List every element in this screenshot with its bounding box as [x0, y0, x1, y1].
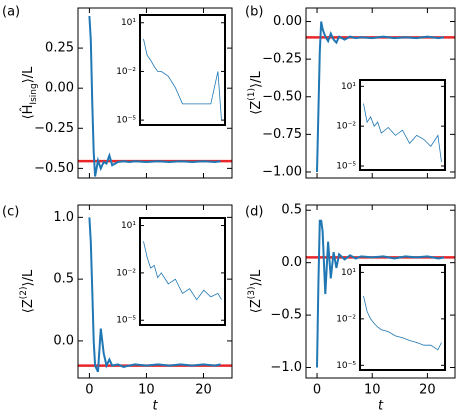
- axes-frame: [139, 14, 226, 126]
- x-tick-label: 10: [138, 383, 155, 398]
- y-tick-label: −0.5: [270, 308, 302, 323]
- data-line: [363, 103, 442, 163]
- y-tick-label: 10¹: [341, 268, 356, 278]
- panel: 0.00−0.25−0.50−0.75−1.00(b)⟨Z(1)⟩/L 10¹10…: [245, 5, 456, 179]
- data-line: [88, 15, 221, 177]
- y-axis-label-part: ⟨Ĥ: [20, 105, 36, 120]
- y-tick-label: 0.25: [45, 41, 74, 56]
- panel-label: (b): [245, 5, 263, 20]
- y-tick-label: 0.0: [281, 255, 302, 270]
- axes-frame: [77, 7, 233, 179]
- y-tick-label: 0.5: [281, 203, 302, 218]
- y-tick-label: 10¹: [341, 82, 356, 92]
- data-line: [316, 219, 445, 368]
- y-axis-label-part: ⟩/L: [249, 71, 264, 88]
- y-tick-label: 0.00: [273, 14, 302, 29]
- y-axis-label-part: ⟩/L: [21, 269, 36, 286]
- x-tick-label: 10: [364, 383, 381, 398]
- x-tick-label: 20: [419, 383, 436, 398]
- panel-label: (d): [245, 205, 263, 220]
- y-tick-label: −0.50: [34, 161, 74, 176]
- y-tick-label: 1.0: [53, 210, 74, 225]
- x-tick-label: 20: [195, 383, 212, 398]
- y-tick-label: 0.5: [53, 272, 74, 287]
- x-axis-label: t: [378, 399, 384, 414]
- y-tick-label: 10⁻²: [336, 314, 356, 324]
- y-tick-label: 0.00: [45, 81, 74, 96]
- data-line: [143, 241, 222, 301]
- inset-bg: [140, 15, 225, 125]
- y-tick-label: −0.25: [262, 52, 302, 67]
- inset-bg: [360, 265, 445, 370]
- axes-frame: [359, 264, 446, 371]
- panel-label: (a): [2, 5, 20, 20]
- y-axis-label: ⟨ĤIsing⟩/L: [20, 66, 39, 120]
- y-tick-label: −0.50: [262, 89, 302, 104]
- y-tick-label: 10¹: [121, 221, 136, 231]
- axes-frame: [305, 7, 456, 179]
- y-tick-label: 10¹: [121, 18, 136, 28]
- data-line: [88, 217, 221, 373]
- y-axis-label: ⟨Z(1)⟩/L: [247, 71, 264, 115]
- axes-frame: [139, 217, 226, 326]
- inset: 10¹ 10⁻² 10⁻⁵: [336, 79, 446, 172]
- y-axis-label-part: ⟨Z: [249, 299, 264, 313]
- y-axis-label-part: ⟩/L: [21, 66, 36, 83]
- axes-frame: [359, 79, 446, 171]
- y-tick-label: 0.0: [53, 333, 74, 348]
- y-axis-label-part: (2): [19, 286, 29, 299]
- y-tick-label: 10⁻²: [116, 268, 136, 278]
- y-tick-label: −0.25: [34, 121, 74, 136]
- y-axis-label: ⟨Z(2)⟩/L: [19, 269, 36, 313]
- y-tick-label: 10⁻²: [116, 67, 136, 77]
- y-tick-label: 10⁻⁵: [116, 316, 136, 326]
- panel: 0.50.0−0.5−1.00 10 20(d)⟨Z(3)⟩/Lt10¹10⁻²10…: [245, 203, 456, 414]
- x-axis-label: t: [152, 399, 158, 414]
- panel-label: (c): [2, 205, 19, 220]
- inset: 10¹ 10⁻² 10⁻⁵: [116, 217, 226, 326]
- inset-bg: [360, 80, 445, 170]
- data-line: [143, 38, 222, 121]
- axes-frame: [77, 204, 233, 379]
- axes-frame: [305, 204, 456, 379]
- y-tick-label: 10⁻⁵: [336, 162, 356, 172]
- inset: 10¹ 10⁻² 10⁻⁵: [116, 14, 226, 126]
- y-tick-label: −1.00: [262, 164, 302, 179]
- y-tick-label: 10⁻²: [336, 122, 356, 132]
- y-axis-label-part: (3): [247, 286, 257, 299]
- x-tick-label: 0: [313, 383, 321, 398]
- panel: 1.0 0.5 0.0 0 10 20 (c) ⟨Z(2)⟩/L t 10¹ 10⁻² 10⁻⁵: [2, 204, 233, 414]
- y-tick-label: −1.0: [270, 360, 302, 375]
- x-tick-label: 0: [85, 383, 93, 398]
- y-axis-label-part: ⟨Z: [249, 101, 264, 115]
- y-tick-label: −0.75: [262, 127, 302, 142]
- data-line: [316, 21, 445, 173]
- inset-bg: [140, 218, 225, 325]
- y-axis-label-part: Ising: [29, 83, 39, 104]
- panel: 0.250.00−0.25−0.50(a)⟨ĤIsing⟩/L10¹10⁻²10…: [2, 5, 233, 179]
- y-axis-label-part: ⟨Z: [21, 299, 36, 313]
- y-axis-label-part: ⟩/L: [249, 269, 264, 286]
- data-line: [363, 295, 442, 351]
- inset: 10¹ 10⁻² 10⁻⁵: [336, 264, 446, 371]
- y-axis-label: ⟨Z(3)⟩/L: [247, 269, 264, 313]
- y-axis-label-part: (1): [247, 88, 257, 101]
- y-tick-label: 10⁻⁵: [116, 116, 136, 126]
- y-tick-label: 10⁻⁵: [336, 361, 356, 371]
